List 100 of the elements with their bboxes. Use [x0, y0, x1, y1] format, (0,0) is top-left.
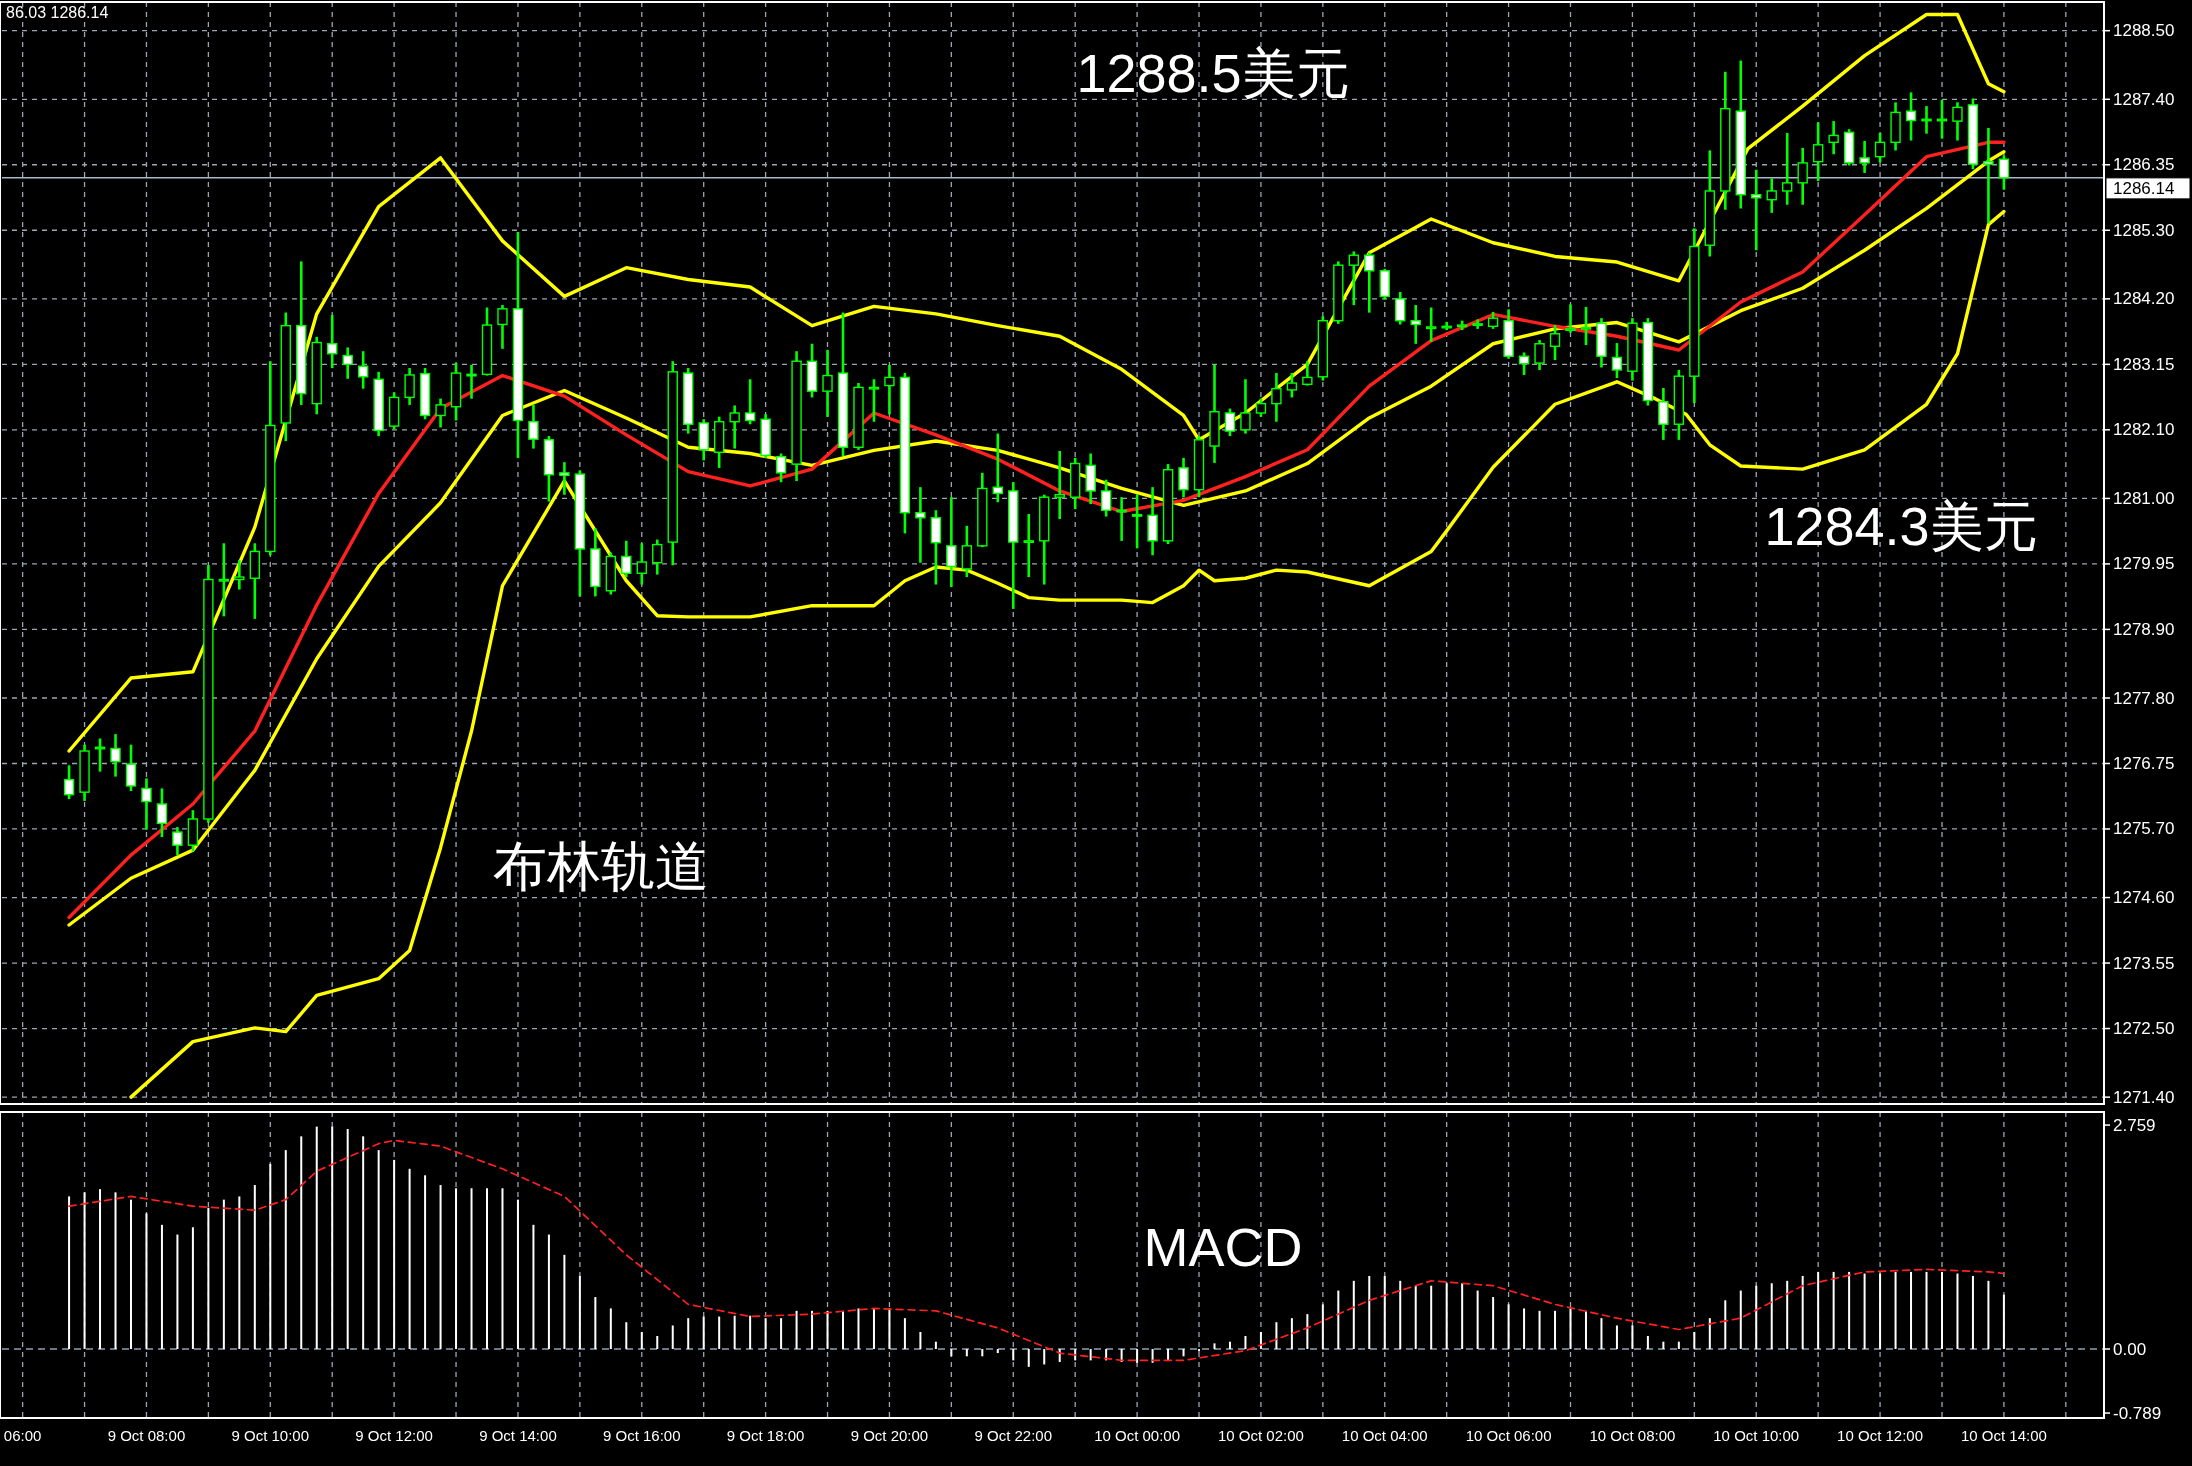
candlestick: [63, 765, 75, 800]
bar: [1569, 1308, 1572, 1349]
bar: [362, 1136, 365, 1350]
bar: [253, 1185, 256, 1350]
bar: [919, 1331, 922, 1350]
bar: [1615, 1325, 1618, 1350]
candlestick: [1828, 121, 1839, 155]
candlestick: [1905, 92, 1917, 141]
candlestick: [528, 404, 539, 449]
bar: [284, 1150, 287, 1350]
x-tick-label: 9 Oct 12:00: [355, 1427, 433, 1444]
bar: [300, 1136, 303, 1350]
bar: [1089, 1349, 1092, 1361]
y-tick-label: 1282.10: [2113, 420, 2175, 440]
bar: [547, 1234, 550, 1350]
candlestick: [1874, 132, 1886, 163]
candlestick: [652, 539, 663, 575]
candlestick: [1425, 307, 1437, 342]
annotation: 1284.3美元: [1764, 496, 2038, 556]
bar: [1430, 1285, 1433, 1350]
candlestick: [1549, 325, 1561, 361]
bar: [377, 1150, 380, 1350]
bar: [1476, 1290, 1479, 1350]
bar: [1755, 1285, 1758, 1350]
annotation: MACD: [1143, 1217, 1303, 1277]
bar: [1987, 1280, 1990, 1350]
candlestick: [1534, 339, 1545, 371]
candlestick: [1782, 132, 1793, 205]
candlestick: [357, 351, 369, 389]
candlestick: [1952, 102, 1963, 141]
y-tick-label: 2.759: [2113, 1115, 2156, 1135]
annotation: 1288.5美元: [1076, 43, 1350, 103]
candlestick: [559, 462, 570, 495]
bar: [872, 1308, 875, 1349]
ref-line-label: 1286.14: [2113, 178, 2175, 198]
bar: [176, 1234, 179, 1350]
bar: [1337, 1290, 1340, 1350]
candlestick: [1286, 373, 1298, 398]
x-tick-label: 10 Oct 04:00: [1341, 1427, 1428, 1444]
bar: [145, 1213, 148, 1350]
x-tick-label: 9 Oct 20:00: [850, 1427, 929, 1444]
candlestick: [404, 368, 415, 405]
bar: [1213, 1343, 1216, 1350]
y-tick-label: 1286.35: [2113, 155, 2175, 175]
bar: [501, 1188, 504, 1350]
candlestick: [1611, 343, 1623, 379]
bar: [1290, 1318, 1293, 1349]
bar: [129, 1199, 132, 1350]
bar: [981, 1349, 984, 1357]
x-tick-label: 10 Oct 02:00: [1217, 1427, 1304, 1444]
bar: [1492, 1297, 1495, 1350]
y-tick-label: 1285.30: [2113, 220, 2175, 240]
x-tick-label: 10 Oct 10:00: [1713, 1427, 1800, 1444]
candlestick: [1472, 319, 1483, 329]
candlestick: [1302, 361, 1313, 386]
bar: [950, 1349, 953, 1357]
y-tick-label: 0.00: [2113, 1339, 2147, 1359]
bar: [346, 1129, 349, 1350]
bar: [1538, 1310, 1541, 1350]
bar: [888, 1308, 891, 1349]
candlestick: [915, 487, 926, 563]
candlestick: [1023, 513, 1034, 578]
bar: [1584, 1310, 1587, 1350]
bar: [1956, 1273, 1959, 1350]
y-tick-label: 1288.50: [2113, 21, 2175, 41]
candlestick: [218, 543, 230, 617]
bar: [439, 1185, 442, 1350]
bar: [780, 1318, 783, 1349]
bar: [1306, 1314, 1309, 1350]
bar: [1724, 1300, 1727, 1350]
candlestick: [1271, 373, 1282, 422]
y-tick-label: -0.789: [2113, 1403, 2162, 1423]
bar: [207, 1207, 210, 1350]
bar: [1136, 1349, 1139, 1363]
bar: [857, 1308, 860, 1349]
bar: [83, 1192, 86, 1350]
bar: [1244, 1336, 1247, 1350]
bar: [625, 1322, 628, 1350]
bar: [516, 1199, 519, 1350]
bar: [238, 1196, 241, 1349]
candlestick: [822, 349, 833, 417]
bar: [1879, 1273, 1882, 1350]
candlestick: [1224, 408, 1236, 437]
bar: [609, 1308, 612, 1349]
y-tick-label: 1276.75: [2113, 753, 2175, 773]
y-tick-label: 1287.40: [2113, 89, 2175, 109]
bar: [671, 1325, 674, 1350]
bar: [486, 1188, 488, 1350]
y-tick-label: 1274.60: [2113, 888, 2175, 908]
candlestick: [636, 543, 647, 585]
candlestick: [172, 827, 183, 856]
candlestick: [1178, 457, 1189, 498]
bar: [114, 1192, 117, 1350]
bar: [903, 1318, 906, 1349]
bar: [68, 1196, 71, 1349]
candlestick: [110, 734, 121, 777]
bar: [408, 1168, 411, 1350]
candlestick: [1658, 387, 1669, 440]
candlestick: [729, 405, 740, 449]
candlestick: [342, 347, 353, 379]
